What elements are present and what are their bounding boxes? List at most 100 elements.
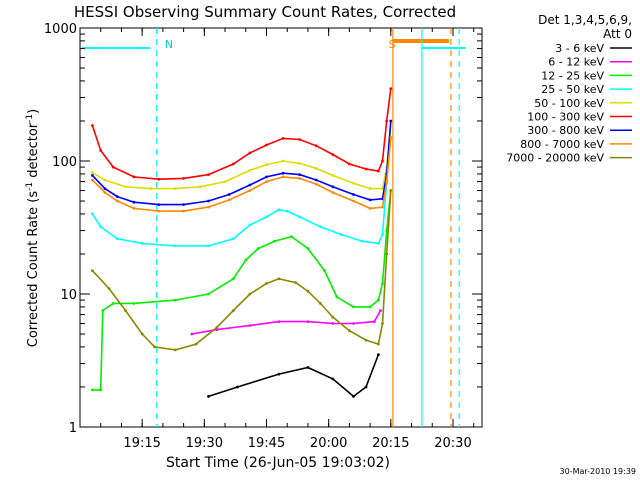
series-point xyxy=(306,289,310,293)
series-point xyxy=(190,332,194,336)
marker-annotation: N xyxy=(165,38,173,51)
series-line xyxy=(91,190,392,351)
legend-entry-label: 100 - 300 keV xyxy=(527,111,604,124)
series-point xyxy=(281,175,285,179)
series-point xyxy=(381,187,384,191)
series-point xyxy=(115,199,119,203)
series-point xyxy=(339,233,343,236)
series-point xyxy=(231,309,235,312)
series-point xyxy=(389,189,393,192)
series-point xyxy=(368,207,372,210)
series-point xyxy=(277,208,281,212)
series-point xyxy=(352,181,355,185)
plot-frame xyxy=(79,27,483,428)
series-point xyxy=(335,295,339,299)
series-point xyxy=(111,165,115,169)
legend-entry-label: 6 - 12 keV xyxy=(548,56,604,69)
series-point xyxy=(290,235,293,239)
y-axis-label-part1: Corrected Count Rate (s xyxy=(26,191,41,348)
x-tick-label: 19:45 xyxy=(248,436,285,451)
series-point xyxy=(379,309,382,312)
series-point xyxy=(231,277,235,281)
series-point xyxy=(348,162,351,166)
series-point xyxy=(298,162,301,165)
series-point xyxy=(248,169,252,172)
footer-timestamp: 30-Mar-2010 19:39 xyxy=(560,467,637,476)
series-point xyxy=(132,175,136,179)
y-axis-label-sup2: -1 xyxy=(25,114,35,123)
series-point xyxy=(132,302,136,305)
series-point xyxy=(227,193,231,196)
series-point xyxy=(377,342,380,346)
series-point xyxy=(157,209,161,213)
series-point xyxy=(381,282,384,285)
chart-title: HESSI Observing Summary Count Rates, Cor… xyxy=(74,3,456,21)
series-point xyxy=(377,242,380,245)
x-tick-label: 20:30 xyxy=(434,436,471,451)
series-point xyxy=(331,315,335,319)
series-point xyxy=(227,198,231,202)
series-point xyxy=(223,180,227,184)
series-point xyxy=(372,320,376,323)
series-point xyxy=(103,191,107,194)
series-point xyxy=(173,298,177,302)
series-point xyxy=(364,167,368,171)
series-point xyxy=(91,174,94,177)
series-point xyxy=(298,177,301,180)
series-point xyxy=(124,309,127,312)
series-point xyxy=(194,342,198,346)
series-point xyxy=(298,215,301,219)
series-point xyxy=(182,177,186,180)
series-point xyxy=(352,395,355,398)
series-point xyxy=(285,209,289,213)
series-point xyxy=(377,298,380,302)
ticks-layer: 19:15 19:30 19:45 20:00 20:15 20:30 1 10 100 1000 xyxy=(44,22,482,451)
series-point xyxy=(314,167,318,170)
legend-entry-label: 50 - 100 keV xyxy=(534,97,604,110)
series-point xyxy=(231,237,235,241)
series-point xyxy=(389,136,393,140)
legend-entry-label: 800 - 7000 keV xyxy=(520,138,604,151)
series-point xyxy=(314,182,318,186)
series-line xyxy=(91,120,392,190)
y-axis-label-sup1: -1 xyxy=(25,182,35,191)
series-point xyxy=(281,171,285,175)
series-point xyxy=(132,207,136,210)
series-point xyxy=(265,163,268,167)
series-point xyxy=(182,203,186,207)
series-point xyxy=(323,269,326,272)
series-point xyxy=(248,324,252,327)
y-tick-label: 10 xyxy=(60,288,77,303)
series-point xyxy=(91,178,94,182)
series-point xyxy=(140,242,144,245)
series-point xyxy=(91,124,94,127)
series-point xyxy=(173,244,177,248)
series-point xyxy=(319,225,322,229)
legend-entry-label: 3 - 6 keV xyxy=(555,42,604,55)
series-point xyxy=(364,338,368,342)
x-tick-label: 20:15 xyxy=(372,436,409,451)
series-point xyxy=(360,239,364,243)
series-point xyxy=(331,377,335,381)
series-point xyxy=(265,215,268,219)
series-point xyxy=(248,183,252,187)
series-point xyxy=(91,212,94,216)
series-point xyxy=(115,237,119,241)
series-point xyxy=(385,252,389,256)
series-point xyxy=(277,277,281,281)
series-point xyxy=(91,171,94,174)
series-point xyxy=(248,223,252,227)
series-line xyxy=(91,120,392,247)
series-point xyxy=(103,187,107,191)
series-point xyxy=(298,138,301,141)
series-point xyxy=(306,247,310,250)
series-point xyxy=(140,332,144,336)
series-point xyxy=(207,395,210,398)
legend-header-line1: Det 1,3,4,5,6,9, xyxy=(538,13,632,27)
series-point xyxy=(381,322,384,325)
series-point xyxy=(111,302,115,305)
series-point xyxy=(306,366,310,369)
